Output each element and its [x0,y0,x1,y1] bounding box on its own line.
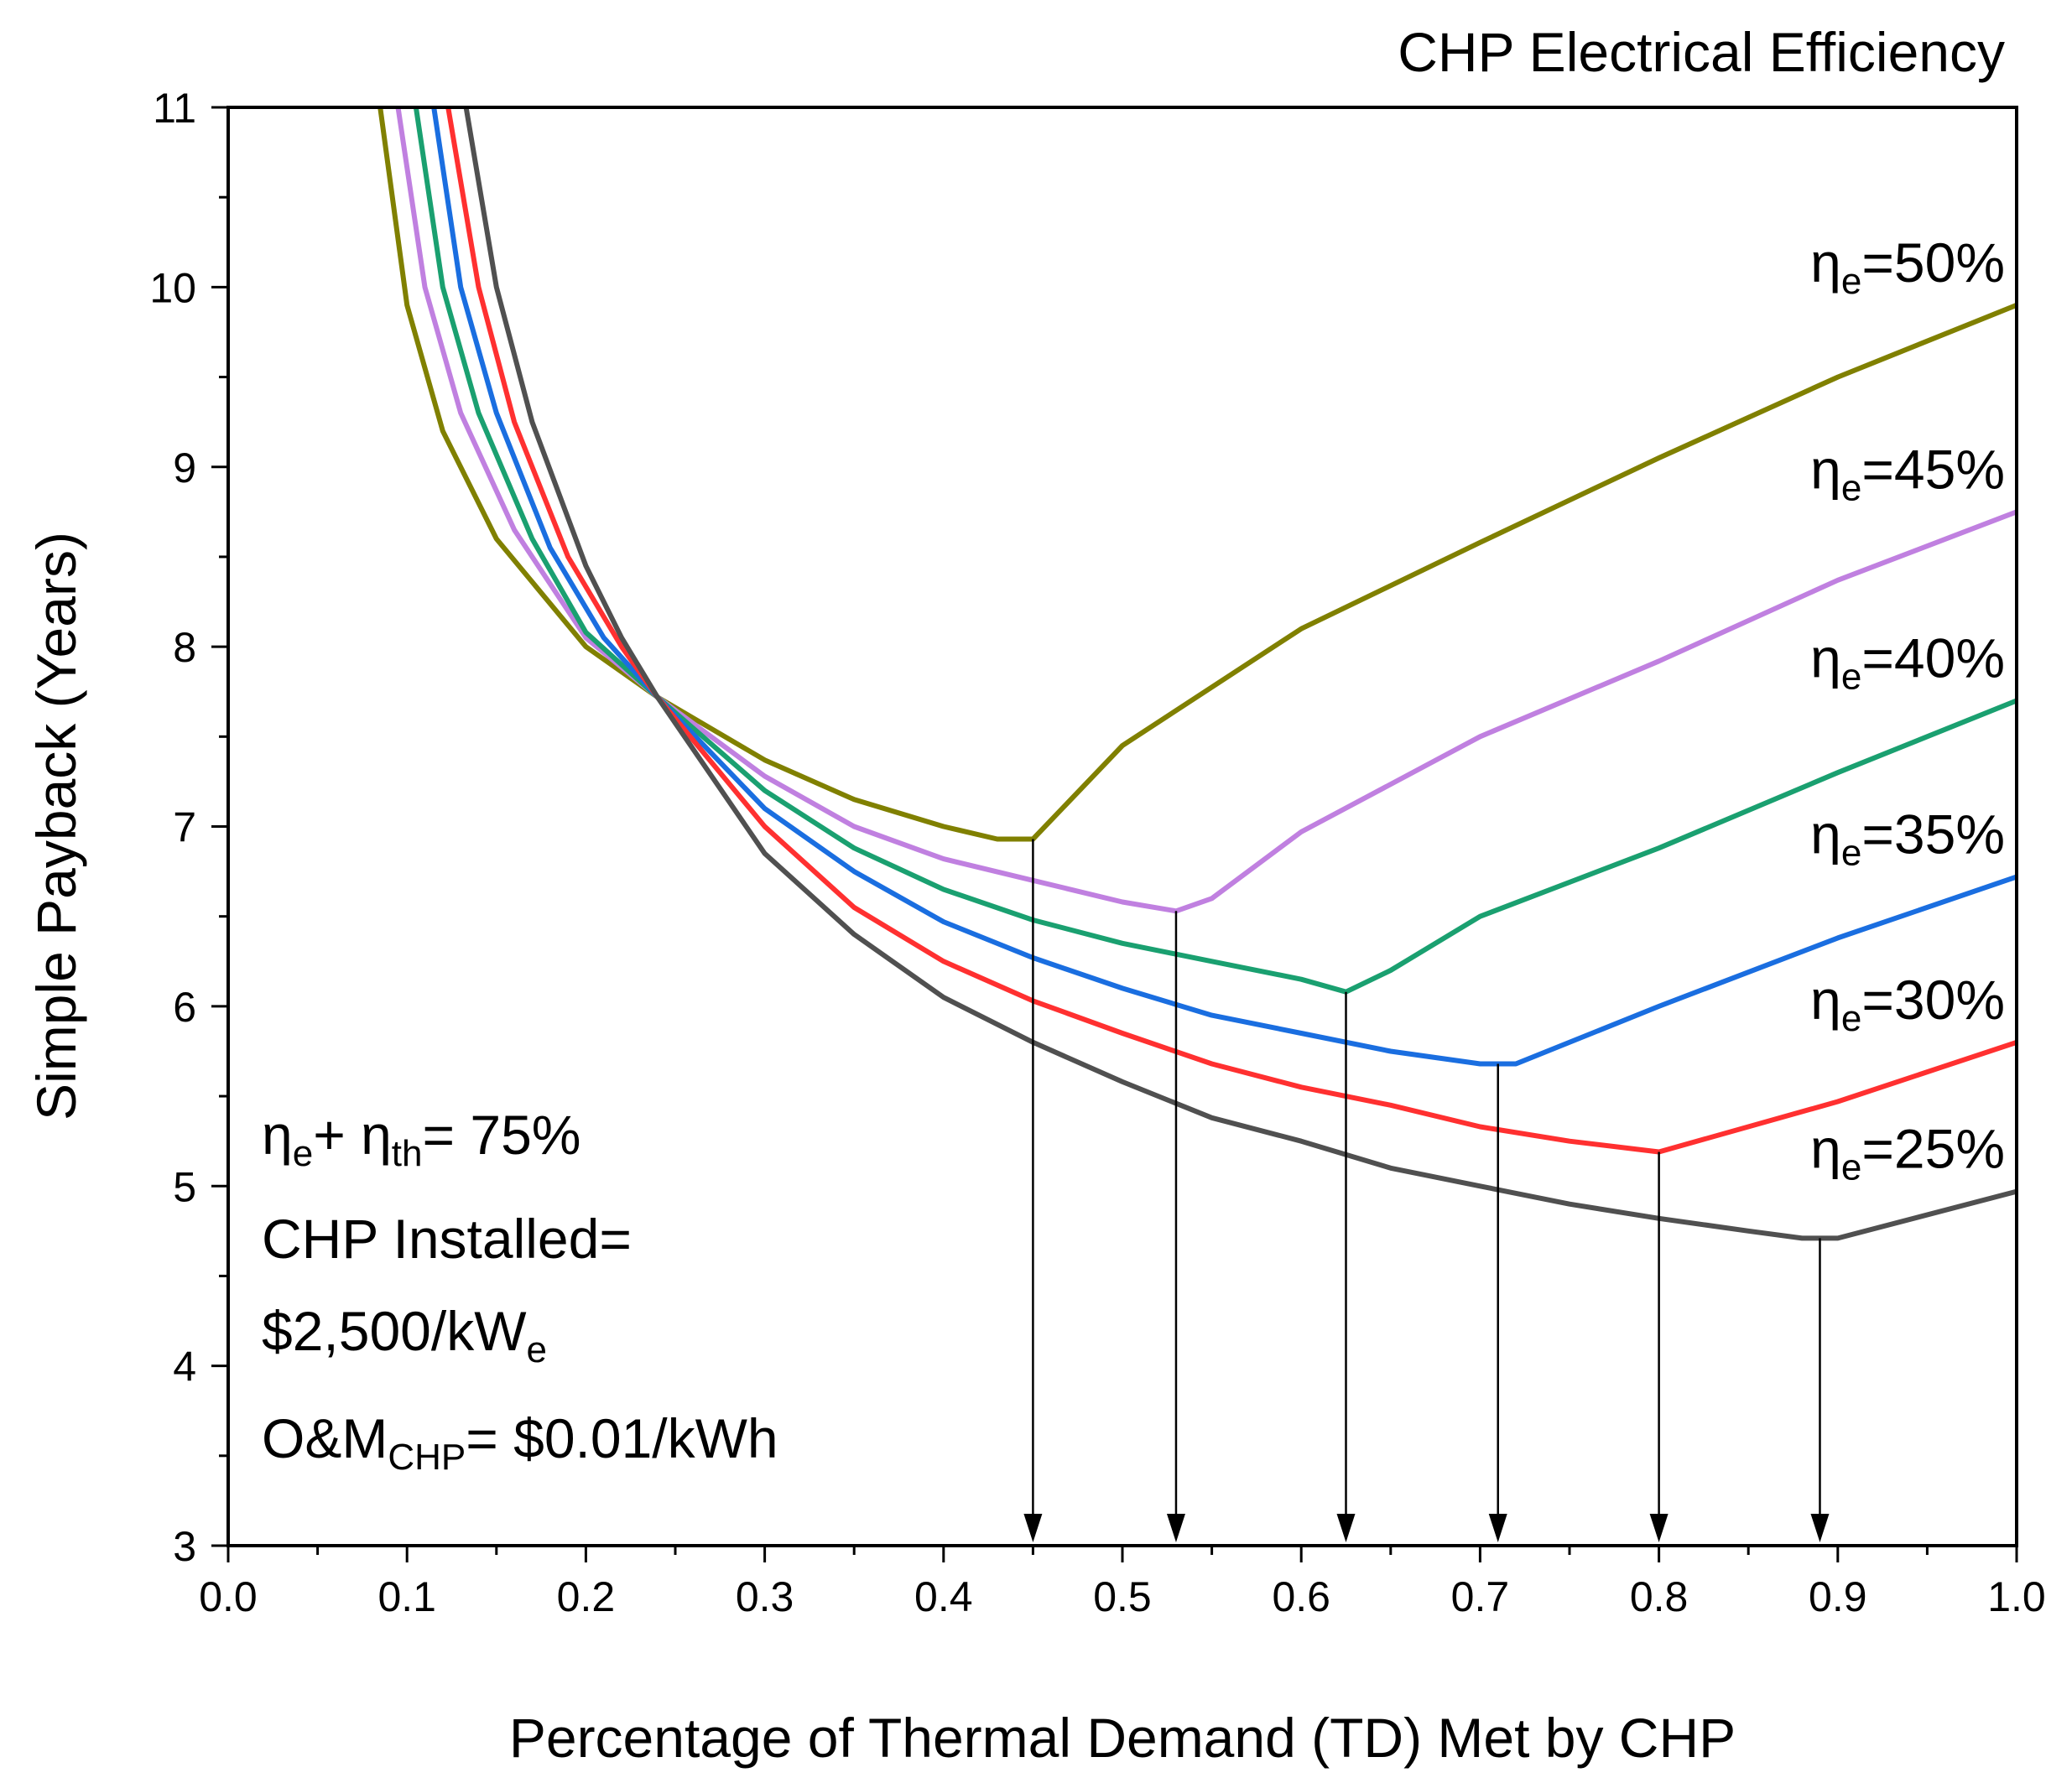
series-line-30 [445,107,2017,1155]
x-tick-label: 0.5 [1093,1573,1152,1620]
optimum-arrowhead-45 [1166,1514,1185,1542]
x-tick-label: 0.9 [1809,1573,1867,1620]
parameters-annotation: ηe+ ηth= 75% CHP Installed= $2,500/kWe O… [262,1104,778,1478]
optimum-arrowhead-35 [1488,1514,1507,1542]
series-line-50 [377,107,2017,842]
series-label-45: ηe=45% [1810,438,2005,508]
x-tick-label: 1.0 [1987,1573,2046,1620]
series-labels: ηe=50% ηe=45% ηe=40% ηe=35% ηe=30% ηe=25% [1810,231,2005,1188]
optimum-arrows [1023,839,1830,1542]
y-axis-title: Simple Payback (Years) [25,532,87,1120]
y-axis-ticks: 3 4 5 6 7 8 9 10 11 [149,85,228,1570]
y-tick-label: 6 [173,984,196,1031]
x-tick-label: 0.3 [736,1573,794,1620]
x-tick-label: 0.0 [199,1573,258,1620]
y-tick-label: 3 [173,1523,196,1570]
om-cost-text: O&MCHP= $0.01/kWh [262,1407,778,1478]
x-axis-title: Percentage of Thermal Demand (TD) Met by… [509,1707,1736,1769]
x-axis-ticks: 0.0 0.1 0.2 0.3 0.4 0.5 0.6 0.7 0.8 0.9 1.0 [199,1546,2046,1620]
series-line-40 [413,107,2017,995]
y-tick-label: 8 [173,624,196,671]
series-label-40: ηe=40% [1810,626,2005,697]
series-label-35: ηe=35% [1810,803,2005,874]
x-tick-label: 0.4 [914,1573,973,1620]
series-line-45 [395,107,2017,914]
y-tick-label: 7 [173,804,196,851]
series-label-30: ηe=30% [1810,969,2005,1039]
chart-title: CHP Electrical Efficiency [1398,21,2005,83]
y-tick-label: 10 [149,264,196,311]
efficiency-sum-text: ηe+ ηth= 75% [262,1104,580,1174]
y-tick-label: 9 [173,444,196,491]
y-tick-label: 4 [173,1344,196,1391]
series-line-35 [431,107,2017,1067]
x-tick-label: 0.7 [1451,1573,1510,1620]
y-tick-label: 11 [153,85,196,132]
x-tick-label: 0.2 [557,1573,616,1620]
optimum-arrowhead-30 [1649,1514,1669,1542]
series-curves [377,107,2017,1241]
series-label-25: ηe=25% [1810,1118,2005,1188]
series-label-50: ηe=50% [1810,231,2005,302]
series-line-25 [463,107,2017,1241]
x-tick-label: 0.1 [377,1573,436,1620]
installed-cost-value: $2,500/kWe [262,1300,547,1370]
optimum-arrowhead-25 [1810,1514,1830,1542]
installed-cost-label: CHP Installed= [262,1208,632,1270]
x-tick-label: 0.8 [1630,1573,1689,1620]
optimum-arrowhead-50 [1023,1514,1043,1542]
x-tick-label: 0.6 [1272,1573,1330,1620]
y-tick-label: 5 [173,1163,196,1210]
optimum-arrowhead-40 [1336,1514,1356,1542]
